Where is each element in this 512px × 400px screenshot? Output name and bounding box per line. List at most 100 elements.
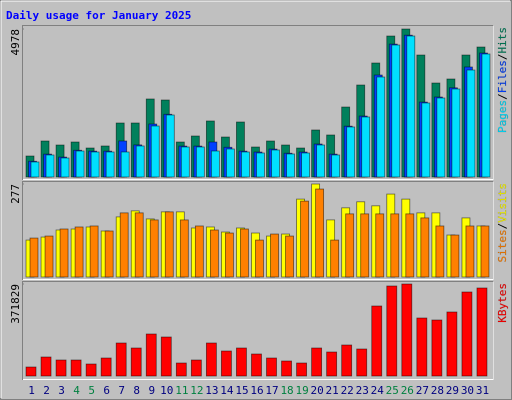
bar bbox=[221, 350, 232, 377]
chart-title: Daily usage for January 2025 bbox=[6, 9, 191, 22]
bar bbox=[266, 357, 277, 377]
x-tick-label: 23 bbox=[356, 384, 369, 397]
legend-entry: KBytes bbox=[496, 283, 509, 323]
bar bbox=[241, 151, 250, 178]
bar bbox=[255, 239, 264, 278]
bar bbox=[30, 161, 40, 178]
bar bbox=[431, 319, 443, 377]
bar bbox=[55, 359, 67, 377]
bar bbox=[70, 359, 82, 377]
bar bbox=[461, 291, 473, 377]
bar bbox=[375, 213, 385, 278]
bar bbox=[270, 233, 279, 278]
x-tick-label: 1 bbox=[28, 384, 35, 397]
x-tick-label: 7 bbox=[118, 384, 125, 397]
bar bbox=[89, 225, 99, 278]
bar bbox=[59, 228, 69, 278]
bar bbox=[240, 228, 249, 278]
bar bbox=[446, 311, 458, 377]
x-tick-label: 20 bbox=[311, 384, 324, 397]
bar bbox=[130, 347, 142, 377]
x-tick-label: 28 bbox=[431, 384, 444, 397]
x-tick-label: 9 bbox=[148, 384, 155, 397]
bar bbox=[286, 153, 295, 178]
bar bbox=[451, 88, 461, 178]
y-tick-label: 371829 bbox=[9, 284, 22, 324]
bar bbox=[60, 157, 70, 178]
x-tick-label: 27 bbox=[416, 384, 429, 397]
bar bbox=[436, 97, 446, 178]
bar bbox=[150, 125, 160, 178]
bar bbox=[175, 362, 187, 377]
bar bbox=[476, 287, 488, 377]
bar bbox=[180, 146, 190, 178]
x-tick-label: 5 bbox=[88, 384, 95, 397]
bar bbox=[105, 151, 115, 178]
x-tick-label: 10 bbox=[160, 384, 173, 397]
x-tick-label: 30 bbox=[461, 384, 474, 397]
bar bbox=[326, 351, 338, 377]
legend: Sites/Visits bbox=[496, 183, 509, 263]
bar bbox=[316, 144, 326, 178]
bar bbox=[331, 154, 341, 178]
bar bbox=[371, 305, 383, 377]
legend-entry: Visits bbox=[496, 183, 509, 223]
bar bbox=[149, 219, 159, 278]
bar bbox=[251, 353, 262, 377]
x-tick-label: 8 bbox=[133, 384, 140, 397]
bar bbox=[134, 212, 144, 278]
legend-separator: / bbox=[496, 223, 509, 230]
bar bbox=[210, 150, 220, 178]
bar bbox=[406, 35, 416, 178]
legend-separator: / bbox=[496, 93, 509, 100]
x-tick-label: 19 bbox=[295, 384, 308, 397]
bar bbox=[74, 226, 84, 278]
bar bbox=[360, 213, 370, 278]
bar bbox=[285, 235, 294, 278]
legend-separator: / bbox=[496, 54, 509, 61]
bar bbox=[420, 217, 430, 278]
bar bbox=[301, 152, 310, 178]
bar bbox=[195, 146, 205, 178]
x-tick-label: 2 bbox=[43, 384, 50, 397]
bar bbox=[115, 342, 127, 377]
bar bbox=[450, 234, 460, 278]
y-tick-label: 277 bbox=[9, 184, 22, 204]
bar bbox=[165, 114, 175, 178]
x-tick-label: 25 bbox=[386, 384, 399, 397]
bar bbox=[29, 237, 39, 278]
bar bbox=[346, 126, 356, 178]
bar bbox=[104, 230, 114, 278]
bar bbox=[44, 235, 54, 278]
x-tick-label: 3 bbox=[58, 384, 65, 397]
bar bbox=[75, 150, 85, 178]
bar bbox=[315, 188, 325, 278]
x-tick-label: 12 bbox=[190, 384, 203, 397]
bar bbox=[376, 76, 386, 178]
bar bbox=[179, 219, 189, 278]
bar bbox=[194, 225, 204, 278]
bar bbox=[226, 148, 235, 178]
bar bbox=[390, 213, 400, 278]
bar bbox=[160, 336, 172, 377]
legend-entry: Sites bbox=[496, 229, 509, 262]
bar bbox=[190, 359, 202, 377]
bar bbox=[466, 69, 476, 178]
bar bbox=[300, 200, 309, 278]
bar bbox=[345, 213, 355, 278]
legend: Pages/Files/Hits bbox=[496, 27, 509, 133]
x-tick-label: 13 bbox=[205, 384, 218, 397]
y-tick-label: 4978 bbox=[9, 29, 22, 56]
x-tick-label: 29 bbox=[446, 384, 459, 397]
bar bbox=[421, 102, 431, 178]
x-tick-label: 18 bbox=[280, 384, 293, 397]
bar bbox=[281, 360, 292, 377]
x-tick-label: 26 bbox=[401, 384, 414, 397]
legend: KBytes bbox=[496, 283, 509, 323]
bar bbox=[386, 285, 398, 377]
x-tick-label: 6 bbox=[103, 384, 110, 397]
legend-entry: Files bbox=[496, 60, 509, 93]
bar bbox=[401, 283, 413, 377]
x-tick-label: 4 bbox=[73, 384, 80, 397]
bar bbox=[236, 347, 247, 377]
